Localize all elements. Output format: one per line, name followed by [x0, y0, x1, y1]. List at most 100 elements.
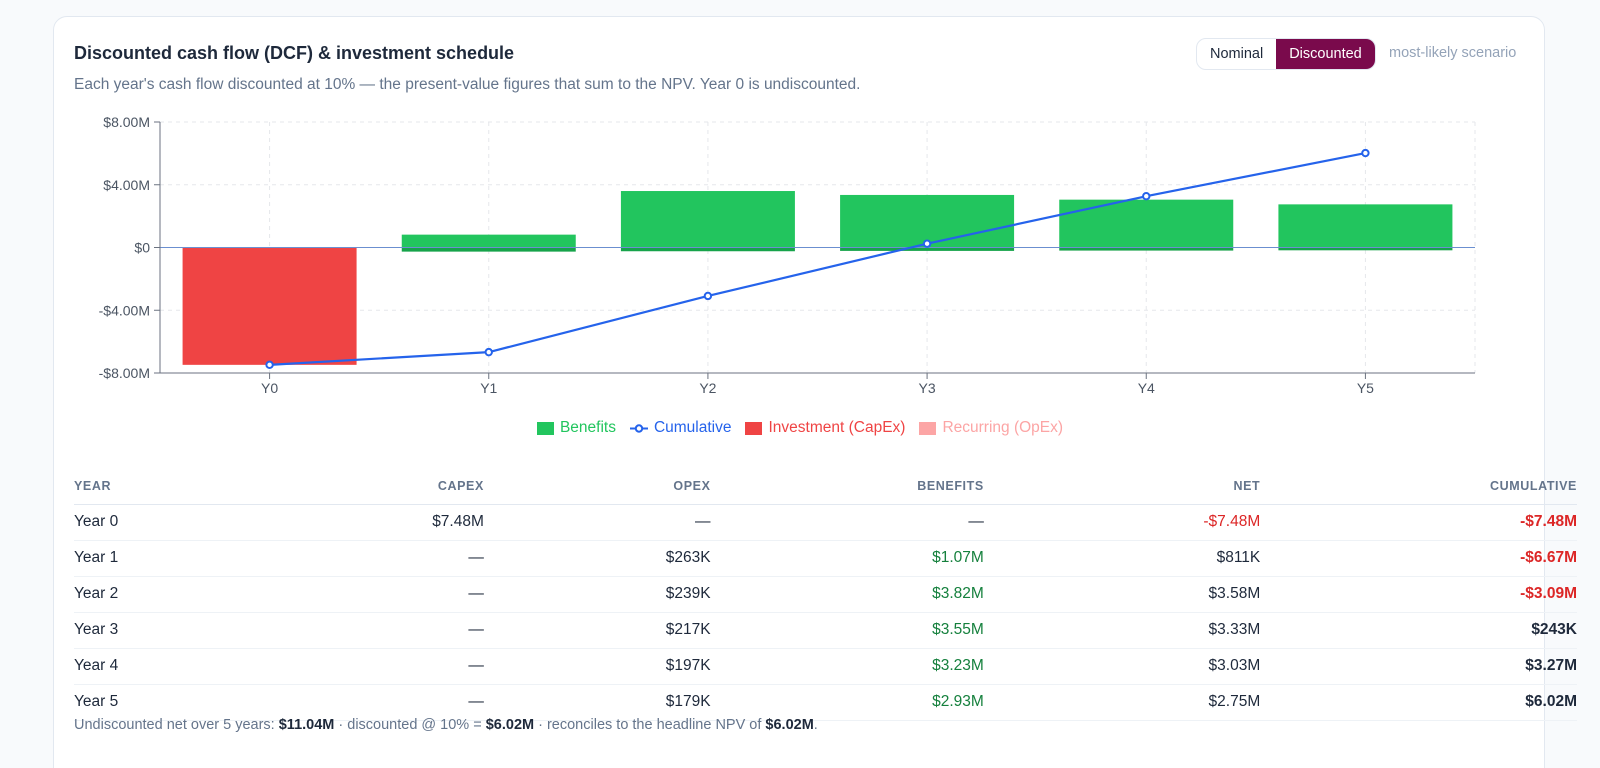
- cell-opex: $263K: [483, 540, 711, 577]
- x-tick-label: Y2: [699, 380, 716, 396]
- footer-prefix: Undiscounted net over 5 years:: [74, 717, 279, 733]
- footer-end: .: [813, 717, 818, 733]
- table-row: Year 4— $197K $3.23M $3.03M $3.27M: [74, 648, 1577, 685]
- table-row: Year 2— $239K $3.82M $3.58M -$3.09M: [74, 576, 1577, 613]
- cell-opex: $179K: [483, 684, 711, 721]
- cell-year: Year 0: [74, 504, 286, 541]
- cell-year: Year 2: [74, 576, 286, 613]
- cell-benefits: $3.55M: [710, 612, 984, 649]
- col-benefits: BENEFITS: [710, 469, 984, 505]
- table-row: Year 5— $179K $2.93M $2.75M $6.02M: [74, 684, 1577, 721]
- cumulative-line: [269, 151, 1366, 366]
- cell-opex: $239K: [483, 576, 711, 613]
- footer-undiscounted: $11.04M: [278, 717, 335, 733]
- cell-benefits: —: [710, 504, 984, 541]
- table-row: Year 0 $7.48M — — -$7.48M -$7.48M: [74, 504, 1577, 541]
- cell-capex: —: [285, 540, 484, 577]
- col-year: YEAR: [74, 469, 286, 505]
- footer-npv: $6.02M: [765, 717, 814, 733]
- x-tick-label: Y0: [261, 380, 278, 396]
- cumulative-point: [1142, 192, 1151, 201]
- cell-cumulative: $3.27M: [1260, 648, 1577, 685]
- scenario-label: most-likely scenario: [1389, 45, 1517, 61]
- y-tick-label: -$8.00M: [99, 365, 150, 381]
- y-tick-label: $4.00M: [103, 177, 150, 193]
- legend-cumulative-label: Cumulative: [653, 419, 732, 436]
- cell-opex: $217K: [483, 612, 711, 649]
- table-row: Year 3— $217K $3.55M $3.33M $243K: [74, 612, 1577, 649]
- cumulative-point: [922, 239, 932, 248]
- cell-net: $3.58M: [983, 576, 1261, 613]
- cell-net: $811K: [983, 540, 1261, 577]
- legend-opex[interactable]: Recurring (OpEx): [919, 419, 1063, 437]
- cell-net: $2.75M: [983, 684, 1261, 721]
- cell-benefits: $3.82M: [710, 576, 984, 613]
- cell-benefits: $3.23M: [710, 648, 984, 685]
- cell-capex: —: [285, 576, 484, 613]
- cell-capex: —: [285, 684, 484, 721]
- cell-opex: $197K: [483, 648, 711, 685]
- cell-year: Year 5: [74, 684, 286, 721]
- legend-benefits-label: Benefits: [559, 419, 616, 436]
- legend-capex-label: Investment (CapEx): [768, 419, 906, 436]
- capex-bar: [182, 247, 357, 365]
- col-cumulative: CUMULATIVE: [1260, 469, 1577, 505]
- table-header-row: YEAR CAPEX OPEX BENEFITS NET CUMULATIVE: [74, 469, 1577, 505]
- cell-capex: $7.48M: [285, 504, 484, 541]
- col-capex: CAPEX: [285, 469, 484, 505]
- opex-swatch: [919, 421, 937, 435]
- cumulative-point: [1361, 148, 1370, 158]
- x-tick-label: Y4: [1138, 380, 1155, 396]
- cumulative-point: [484, 347, 493, 357]
- legend-cumulative[interactable]: Cumulative: [629, 419, 732, 437]
- legend-opex-label: Recurring (OpEx): [942, 419, 1064, 436]
- cell-capex: —: [285, 648, 484, 685]
- cell-year: Year 1: [74, 540, 286, 577]
- cell-capex: —: [285, 612, 484, 649]
- x-tick-label: Y3: [919, 380, 936, 396]
- opex-bar: [1278, 247, 1453, 251]
- cell-year: Year 3: [74, 612, 286, 649]
- y-tick-label: $0: [134, 240, 150, 256]
- cumulative-point: [265, 360, 274, 370]
- opex-bar: [620, 247, 795, 252]
- cell-net: $3.03M: [983, 648, 1261, 685]
- dcf-chart: $8.00M $4.00M $0 -$4.00M -$8.00M Y0 Y1 Y2 Y3 Y4 Y5: [99, 114, 1476, 396]
- cell-opex: —: [483, 504, 711, 541]
- benefits-bar: [1278, 204, 1453, 248]
- benefits-bar: [840, 194, 1015, 248]
- cumulative-point: [703, 291, 713, 301]
- cash-flow-table: YEAR CAPEX OPEX BENEFITS NET CUMULATIVE …: [74, 469, 1577, 721]
- chart-legend: Benefits Cumulative Investment (CapEx) R…: [54, 419, 1546, 437]
- cell-net: $3.33M: [983, 612, 1261, 649]
- col-opex: OPEX: [483, 469, 711, 505]
- cell-cumulative: $6.02M: [1260, 684, 1577, 721]
- cell-cumulative: -$6.67M: [1260, 540, 1577, 577]
- x-tick-label: Y5: [1357, 380, 1374, 396]
- view-toggle: Nominal Discounted: [1196, 38, 1376, 70]
- cell-net: -$7.48M: [983, 504, 1261, 541]
- benefits-bar: [1059, 199, 1234, 248]
- footer-discounted: $6.02M: [485, 717, 535, 733]
- benefits-bar: [401, 234, 576, 248]
- y-tick-label: -$4.00M: [99, 302, 150, 318]
- benefits-swatch: [536, 421, 554, 435]
- col-net: NET: [983, 469, 1261, 505]
- cumulative-line-swatch-icon: [629, 423, 648, 433]
- nominal-toggle-button[interactable]: Nominal: [1210, 46, 1264, 62]
- footer-middle: · discounted @ 10% =: [334, 717, 486, 733]
- footer-suffix: · reconciles to the headline NPV of: [534, 717, 766, 733]
- cell-cumulative: $243K: [1260, 612, 1577, 649]
- cell-benefits: $1.07M: [710, 540, 984, 577]
- reconciliation-note: Undiscounted net over 5 years: $11.04M ·…: [74, 717, 818, 733]
- cell-cumulative: -$7.48M: [1260, 504, 1577, 541]
- opex-bar: [840, 247, 1015, 251]
- capex-swatch: [745, 421, 763, 435]
- legend-capex[interactable]: Investment (CapEx): [745, 419, 905, 437]
- opex-bar: [401, 247, 576, 252]
- dcf-card: Discounted cash flow (DCF) & investment …: [53, 16, 1577, 768]
- legend-benefits[interactable]: Benefits: [536, 419, 616, 437]
- discounted-toggle-button[interactable]: Discounted: [1276, 39, 1375, 69]
- card-subtitle: Each year's cash flow discounted at 10% …: [74, 76, 861, 93]
- y-tick-label: $8.00M: [103, 114, 150, 130]
